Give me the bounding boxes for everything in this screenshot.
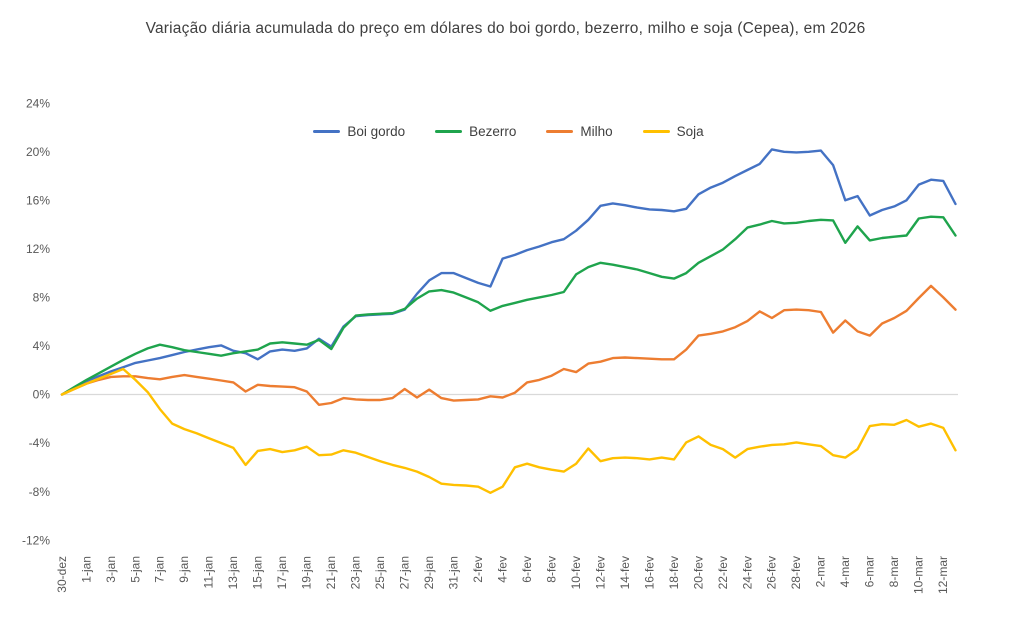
- y-axis-tick-label: -4%: [29, 436, 51, 450]
- x-axis-tick-label: 8-mar: [887, 556, 901, 587]
- legend-label: Soja: [676, 124, 704, 139]
- x-axis-tick-label: 15-jan: [251, 556, 265, 589]
- x-axis-tick-label: 14-fev: [618, 556, 632, 589]
- y-axis-tick-label: 4%: [33, 339, 51, 353]
- x-axis-tick-label: 9-jan: [177, 556, 191, 583]
- x-axis-tick-label: 29-jan: [422, 556, 436, 589]
- legend-item-milho: Milho: [546, 124, 613, 139]
- x-axis-tick-label: 25-jan: [373, 556, 387, 589]
- x-axis-tick-label: 19-jan: [300, 556, 314, 589]
- x-axis-tick-label: 23-jan: [349, 556, 363, 589]
- y-axis-tick-label: 24%: [26, 96, 50, 110]
- x-axis-tick-label: 22-fev: [716, 556, 730, 589]
- legend: Boi gordo Bezerro Milho Soja: [62, 124, 955, 139]
- legend-label: Boi gordo: [347, 124, 406, 139]
- x-axis-tick-label: 7-jan: [153, 556, 167, 583]
- x-axis-tick-label: 12-mar: [936, 556, 950, 594]
- x-axis-tick-label: 27-jan: [398, 556, 412, 589]
- x-axis-tick-label: 4-mar: [838, 556, 852, 587]
- legend-swatch: [546, 129, 574, 134]
- x-axis-tick-label: 17-jan: [275, 556, 289, 589]
- legend-swatch: [435, 129, 463, 134]
- legend-label: Bezerro: [469, 124, 517, 139]
- legend-label: Milho: [580, 124, 613, 139]
- legend-item-bezerro: Bezerro: [435, 124, 516, 139]
- x-axis-tick-label: 18-fev: [667, 556, 681, 589]
- x-axis-tick-label: 20-fev: [691, 556, 705, 589]
- legend-swatch: [313, 129, 341, 134]
- x-axis-tick-label: 31-jan: [447, 556, 461, 589]
- x-axis-tick-label: 2-mar: [814, 556, 828, 587]
- legend-item-boi-gordo: Boi gordo: [313, 124, 405, 139]
- series-line-soja: [60, 367, 957, 494]
- x-axis-tick-label: 28-fev: [789, 556, 803, 589]
- legend-item-soja: Soja: [642, 124, 704, 139]
- y-axis-tick-label: 0%: [33, 388, 51, 402]
- y-axis-tick-label: 16%: [26, 194, 50, 208]
- x-axis-tick-label: 11-jan: [202, 556, 216, 588]
- series-line-bezerro: [60, 215, 957, 396]
- y-axis-tick-label: 12%: [26, 242, 50, 256]
- x-axis-tick-label: 6-fev: [520, 556, 534, 583]
- x-axis-tick-label: 10-mar: [912, 556, 926, 594]
- chart-title: Variação diária acumulada do preço em dó…: [145, 20, 866, 37]
- x-axis-tick-label: 12-fev: [593, 556, 607, 589]
- x-axis-tick-label: 4-fev: [495, 556, 509, 583]
- x-axis-tick-label: 6-mar: [863, 556, 877, 587]
- x-axis-tick-label: 5-jan: [128, 556, 142, 583]
- x-axis-tick-label: 24-fev: [740, 556, 754, 589]
- y-axis-tick-label: -12%: [22, 533, 50, 547]
- x-axis-tick-label: 26-fev: [765, 556, 779, 589]
- y-axis-tick-label: 8%: [33, 291, 51, 305]
- series-line-boi-gordo: [60, 148, 957, 396]
- x-axis-tick-label: 8-fev: [544, 556, 558, 583]
- x-axis-tick-label: 1-jan: [79, 556, 93, 583]
- y-axis-tick-label: -8%: [29, 485, 51, 499]
- legend-swatch: [642, 129, 670, 134]
- x-axis-tick-label: 13-jan: [226, 556, 240, 589]
- x-axis-tick-label: 2-fev: [471, 556, 485, 583]
- y-axis-tick-label: 20%: [26, 145, 50, 159]
- x-axis-tick-label: 21-jan: [324, 556, 338, 589]
- x-axis-tick-label: 16-fev: [642, 556, 656, 589]
- series-line-milho: [60, 284, 957, 406]
- x-axis-tick-label: 3-jan: [104, 556, 118, 583]
- x-axis-tick-label: 30-dez: [55, 556, 69, 593]
- x-axis-tick-label: 10-fev: [569, 556, 583, 589]
